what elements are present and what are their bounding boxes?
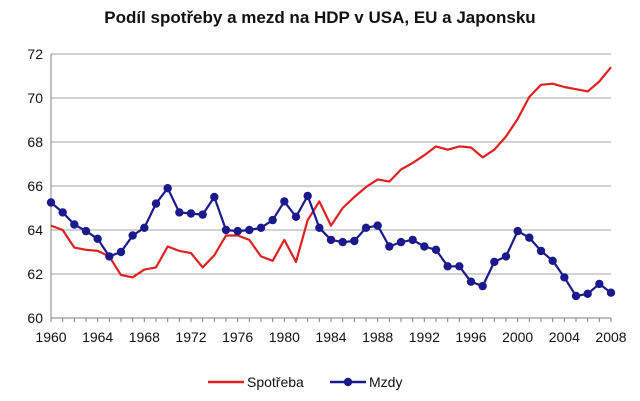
data-point-mzdy <box>303 191 312 201</box>
data-point-mzdy <box>151 199 161 208</box>
data-point-mzdy <box>233 226 242 236</box>
data-point-mzdy <box>595 279 604 289</box>
x-tick-label: 1988 <box>362 329 393 345</box>
data-point-mzdy <box>536 246 546 256</box>
data-point-mzdy <box>268 215 277 225</box>
data-point-mzdy <box>350 236 359 246</box>
gridlines <box>51 53 611 275</box>
data-point-mzdy <box>280 197 289 206</box>
data-point-mzdy <box>466 277 476 286</box>
data-point-mzdy <box>606 288 616 297</box>
data-point-mzdy <box>70 220 79 229</box>
data-point-mzdy <box>338 237 347 247</box>
legend-label-mzdy: Mzdy <box>369 374 402 390</box>
data-point-mzdy <box>105 252 114 261</box>
data-point-mzdy <box>396 237 406 247</box>
x-tick-label: 1960 <box>35 329 66 345</box>
series-line-spotřeba <box>50 66 612 279</box>
data-point-mzdy <box>291 212 301 221</box>
data-point-mzdy <box>210 192 219 202</box>
data-point-mzdy <box>326 235 336 245</box>
x-tick-label: 1980 <box>269 329 300 345</box>
x-tick-label: 1964 <box>82 329 113 345</box>
y-tick-label: 62 <box>27 266 43 282</box>
data-point-mzdy <box>198 210 207 219</box>
x-tick-label: 1968 <box>129 329 160 345</box>
data-point-mzdy <box>478 281 487 291</box>
data-point-mzdy <box>571 291 581 301</box>
y-tick-label: 64 <box>27 222 43 238</box>
data-point-mzdy <box>490 257 499 267</box>
legend-marker-mzdy <box>343 377 353 387</box>
legend: Spotřeba Mzdy <box>208 374 402 390</box>
x-tick-label: 1976 <box>222 329 253 345</box>
axes <box>50 54 612 322</box>
data-point-mzdy <box>525 233 534 242</box>
x-tick-label: 1972 <box>175 329 206 345</box>
data-point-mzdy <box>408 235 417 245</box>
data-point-mzdy <box>140 223 149 232</box>
data-point-mzdy <box>186 209 196 218</box>
data-point-mzdy <box>361 223 371 232</box>
series-layer <box>46 66 616 301</box>
legend-label-spotřeba: Spotřeba <box>247 374 304 390</box>
data-point-mzdy <box>443 262 452 271</box>
data-point-mzdy <box>501 252 511 261</box>
data-point-mzdy <box>431 245 441 254</box>
data-point-mzdy <box>560 273 569 282</box>
data-point-mzdy <box>455 262 464 271</box>
data-point-mzdy <box>256 223 266 232</box>
x-tick-label: 1992 <box>409 329 440 345</box>
data-point-mzdy <box>420 242 429 251</box>
x-tick-label: 1996 <box>455 329 486 345</box>
data-point-mzdy <box>221 225 231 235</box>
data-point-mzdy <box>46 198 56 207</box>
y-tick-label: 60 <box>27 310 43 326</box>
data-point-mzdy <box>58 208 67 217</box>
data-point-mzdy <box>548 256 557 265</box>
data-point-mzdy <box>373 221 382 230</box>
x-tick-label: 2000 <box>502 329 533 345</box>
y-tick-label: 72 <box>27 46 43 62</box>
x-tick-label: 2008 <box>595 329 626 345</box>
data-point-mzdy <box>175 208 184 217</box>
tick-labels: 60 62 64 66 68 70 72 1960 1964 1968 1972 1976 1980 19… <box>27 46 626 345</box>
data-point-mzdy <box>385 242 394 251</box>
y-tick-label: 70 <box>27 90 43 106</box>
data-point-mzdy <box>163 184 172 193</box>
data-point-mzdy <box>315 223 324 232</box>
y-tick-label: 66 <box>27 178 43 194</box>
data-point-mzdy <box>93 234 102 243</box>
data-point-mzdy <box>513 226 522 236</box>
data-point-mzdy <box>245 225 254 235</box>
data-point-mzdy <box>81 226 91 236</box>
x-tick-label: 2004 <box>549 329 580 345</box>
data-point-mzdy <box>128 231 137 240</box>
data-point-mzdy <box>116 247 126 257</box>
chart-title: Podíl spotřeby a mezd na HDP v USA, EU a… <box>104 8 536 27</box>
data-point-mzdy <box>583 289 592 298</box>
x-tick-label: 1984 <box>315 329 346 345</box>
y-tick-label: 68 <box>27 134 43 150</box>
